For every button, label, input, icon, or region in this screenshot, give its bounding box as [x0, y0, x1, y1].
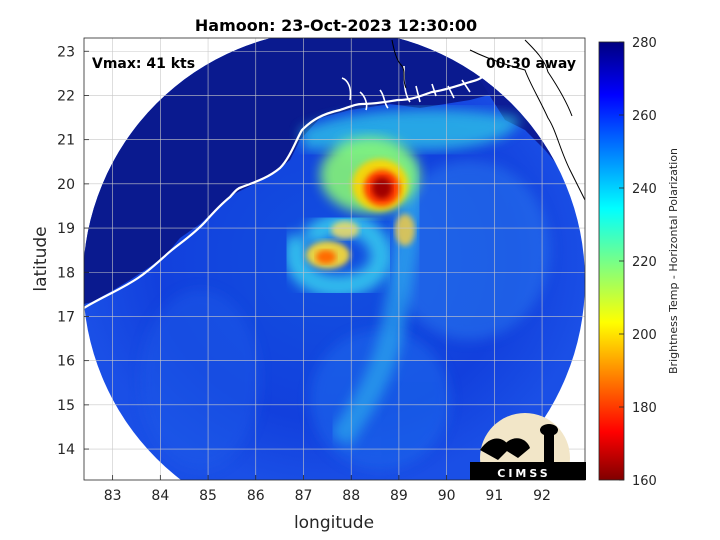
x-axis-label: longitude [294, 513, 374, 533]
colorbar-tick-label: 280 [632, 36, 657, 51]
plot-area [84, 38, 585, 480]
x-tick-label: 83 [104, 488, 122, 504]
y-tick-label: 19 [57, 221, 75, 237]
x-tick-label: 84 [151, 488, 169, 504]
colorbar-label: Brightness Temp - Horizontal Polarizatio… [667, 148, 680, 374]
y-tick-label: 20 [57, 177, 75, 193]
x-tick-label: 88 [342, 488, 360, 504]
x-tick-label: 91 [485, 488, 503, 504]
brightness-temperature-swath [84, 38, 585, 480]
time-offset-label: 00:30 away [486, 56, 576, 72]
colorbar-tick-label: 220 [632, 255, 657, 270]
y-tick-label: 14 [57, 442, 75, 458]
axes-frame [83, 37, 586, 481]
x-tick-label: 85 [199, 488, 217, 504]
x-tick-label: 89 [390, 488, 408, 504]
x-tick-label: 86 [247, 488, 265, 504]
y-tick-label: 16 [57, 354, 75, 370]
y-tick-label: 21 [57, 133, 75, 149]
colorbar-tick-label: 260 [632, 109, 657, 124]
y-tick-label: 17 [57, 309, 75, 325]
y-tick-label: 18 [57, 265, 75, 281]
coastline [84, 39, 585, 309]
land-region [84, 38, 585, 310]
x-tick-label: 90 [438, 488, 456, 504]
x-tick-label: 92 [533, 488, 551, 504]
y-tick-label: 23 [57, 44, 75, 60]
y-tick-label: 15 [57, 398, 75, 414]
colorbar: 280 260 240 220 200 180 160 Brightness Temp - … [598, 36, 680, 489]
vmax-label: Vmax: 41 kts [92, 56, 195, 72]
x-tick-label: 87 [295, 488, 313, 504]
cimss-logo: CIMSS [470, 413, 586, 480]
y-axis-label: latitude [31, 226, 51, 291]
y-tick-labels: 14 15 16 17 18 19 20 21 22 23 [57, 44, 89, 458]
colorbar-tick-labels: 280 260 240 220 200 180 160 [619, 36, 657, 489]
logo-text: CIMSS [497, 467, 550, 480]
y-tick-label: 22 [57, 88, 75, 104]
colorbar-tick-label: 200 [632, 328, 657, 343]
colorbar-tick-label: 160 [632, 474, 657, 489]
x-tick-labels: 83 84 85 86 87 88 89 90 91 92 [104, 475, 551, 504]
colorbar-tick-label: 240 [632, 182, 657, 197]
chart-title: Hamoon: 23-Oct-2023 12:30:00 [195, 16, 477, 35]
colorbar-tick-label: 180 [632, 401, 657, 416]
